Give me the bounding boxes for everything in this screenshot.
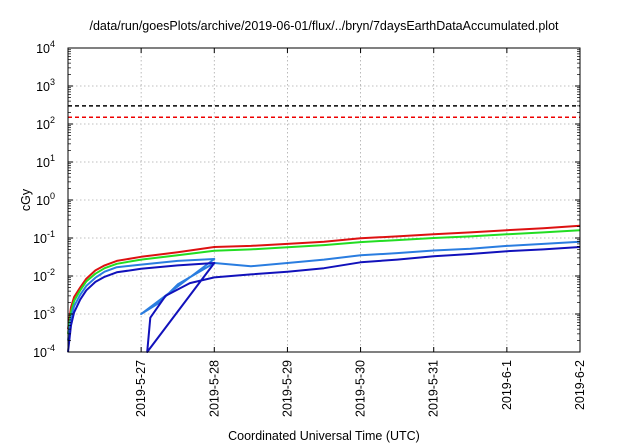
threshold-lines [68, 105, 580, 119]
y-tick-label: 103 [36, 77, 55, 94]
series-line [67, 240, 581, 341]
x-tick-label: 2019-6-2 [573, 360, 587, 410]
x-tick-label: 2019-5-30 [354, 360, 368, 417]
series-line [67, 246, 581, 353]
y-tick-label: 10-3 [33, 305, 55, 322]
y-tick-label: 101 [36, 153, 55, 170]
y-tick-label: 10-2 [33, 267, 55, 284]
x-tick-label: 2019-5-29 [280, 360, 294, 417]
x-tick-label: 2019-6-1 [500, 360, 514, 410]
y-tick-label: 104 [36, 39, 55, 56]
series-lines [67, 224, 581, 353]
series-line [67, 224, 581, 330]
y-tick-label: 10-1 [33, 229, 55, 246]
chart-title: /data/run/goesPlots/archive/2019-06-01/f… [89, 19, 559, 33]
x-axis-ticks: 2019-5-27 2019-5-28 2019-5-29 2019-5-30 2019… [134, 48, 587, 417]
y-tick-label: 10-4 [33, 343, 55, 360]
x-tick-label: 2019-5-31 [427, 360, 441, 417]
x-tick-label: 2019-5-27 [134, 360, 148, 417]
y-tick-label: 100 [36, 191, 55, 208]
x-tick-label: 2019-5-28 [207, 360, 221, 417]
grid [68, 48, 580, 352]
y-axis-ticks: 10-4 10-3 10-2 10-1 100 101 102 103 104 [33, 39, 580, 360]
y-tick-label: 102 [36, 115, 55, 132]
x-axis-label: Coordinated Universal Time (UTC) [228, 429, 420, 443]
series-line [67, 229, 581, 335]
y-axis-label: cGy [19, 188, 33, 211]
